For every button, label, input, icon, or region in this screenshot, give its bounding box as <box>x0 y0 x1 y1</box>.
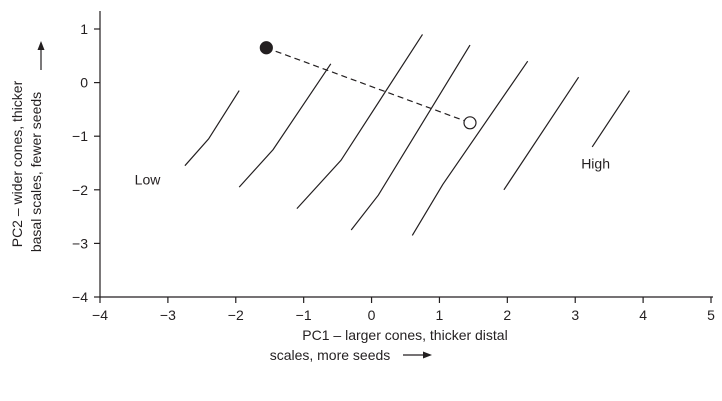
x-tick-label: 4 <box>639 307 647 323</box>
x-tick-label: 0 <box>368 307 376 323</box>
contour-line-5 <box>411 60 529 236</box>
x-tick-label: −2 <box>228 307 244 323</box>
y-axis-arrow-head <box>37 41 45 50</box>
points-group <box>259 41 477 130</box>
contour-line-4 <box>350 44 471 231</box>
labels-group: Low High PC1 – larger cones, thicker dista… <box>9 41 610 363</box>
y-tick-label: 1 <box>80 21 88 37</box>
x-tick-label: 1 <box>436 307 444 323</box>
x-tick-label: 2 <box>503 307 511 323</box>
annotation-low: Low <box>135 171 162 187</box>
annotation-high: High <box>581 155 610 171</box>
x-axis-arrow-head <box>423 351 432 359</box>
filled-point <box>259 41 273 55</box>
contour-line-7 <box>591 90 631 148</box>
x-tick-label: −3 <box>160 307 176 323</box>
contour-line-3 <box>296 34 424 210</box>
y-tick-label: −2 <box>72 182 88 198</box>
y-axis-title-line: PC2 – wider cones, thicker <box>9 80 25 247</box>
x-tick-label: 5 <box>707 307 715 323</box>
x-axis-title-line: scales, more seeds <box>270 347 391 363</box>
open-point <box>463 116 477 130</box>
y-tick-label: −4 <box>72 289 88 305</box>
y-tick-label: −3 <box>72 235 88 251</box>
y-tick-label: 0 <box>80 75 88 91</box>
y-axis-title: PC2 – wider cones, thicker basal scales, … <box>9 80 44 252</box>
axes: −4 −3 −2 −1 0 1 2 3 4 5 −4 −3 −2 −1 0 1 <box>72 11 715 323</box>
series-group <box>184 34 631 236</box>
dashed-connector-line <box>266 47 471 124</box>
x-axis-title-line: PC1 – larger cones, thicker distal <box>302 327 507 343</box>
x-axis-title: PC1 – larger cones, thicker distal scales… <box>270 327 508 363</box>
contour-line-1 <box>184 90 240 167</box>
x-tick-label: −1 <box>296 307 312 323</box>
contour-line-2 <box>238 63 332 188</box>
x-tick-label: −4 <box>92 307 108 323</box>
y-tick-label: −1 <box>72 128 88 144</box>
x-tick-label: 3 <box>571 307 579 323</box>
contour-line-6 <box>503 76 580 191</box>
y-axis-title-line: basal scales, fewer seeds <box>28 92 44 252</box>
